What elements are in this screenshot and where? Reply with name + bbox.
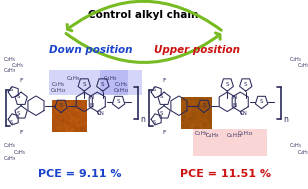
Text: $\mathregular{C_4H_9}$: $\mathregular{C_4H_9}$	[3, 154, 17, 163]
Text: N: N	[233, 95, 237, 100]
Text: S: S	[260, 99, 263, 104]
Text: PCE = 11.51 %: PCE = 11.51 %	[180, 169, 271, 179]
Text: S: S	[117, 99, 120, 104]
Text: Upper position: Upper position	[154, 46, 240, 55]
Text: S: S	[152, 120, 156, 125]
Text: N: N	[233, 103, 237, 108]
Text: S: S	[17, 94, 20, 99]
Text: n: n	[140, 115, 145, 124]
Text: $\mathregular{C_2H_5}$: $\mathregular{C_2H_5}$	[297, 61, 308, 70]
Text: N: N	[90, 95, 94, 100]
Text: n: n	[283, 115, 288, 124]
Text: $\mathregular{C_2H_5}$: $\mathregular{C_2H_5}$	[3, 141, 17, 150]
Text: F: F	[19, 78, 23, 83]
Text: $\mathregular{C_4H_9}$: $\mathregular{C_4H_9}$	[205, 131, 220, 140]
Text: F: F	[162, 130, 166, 136]
Text: $\mathregular{C_4H_9}$: $\mathregular{C_4H_9}$	[297, 148, 308, 157]
Text: S: S	[9, 120, 12, 125]
Text: F: F	[19, 130, 23, 136]
Text: F: F	[162, 78, 166, 83]
Text: $\mathregular{C_6H_{13}}$: $\mathregular{C_6H_{13}}$	[226, 131, 243, 140]
Text: $\mathregular{C_8H_{13}}$: $\mathregular{C_8H_{13}}$	[50, 86, 67, 95]
Text: $\mathregular{C_8H_{13}}$: $\mathregular{C_8H_{13}}$	[113, 86, 130, 95]
Text: Control alkyl chain: Control alkyl chain	[88, 10, 199, 20]
Text: $\mathregular{C_4H_9}$: $\mathregular{C_4H_9}$	[66, 74, 80, 83]
Text: CN: CN	[240, 111, 248, 116]
Text: CN: CN	[97, 111, 105, 116]
Text: Down position: Down position	[49, 46, 132, 55]
Text: $\mathregular{C_2H_5}$: $\mathregular{C_2H_5}$	[114, 80, 128, 89]
Text: $\mathregular{C_4H_9}$: $\mathregular{C_4H_9}$	[3, 66, 17, 75]
Text: S: S	[160, 94, 163, 99]
Bar	[49, 70, 128, 95]
Text: S: S	[160, 111, 163, 116]
Text: S: S	[83, 82, 86, 87]
Text: $\mathregular{C_2H_5}$: $\mathregular{C_2H_5}$	[13, 148, 26, 157]
Text: $\mathregular{C_2H_5}$: $\mathregular{C_2H_5}$	[3, 56, 17, 64]
Text: $\mathregular{C_2H_5}$: $\mathregular{C_2H_5}$	[194, 129, 208, 138]
Text: S: S	[17, 111, 20, 116]
Text: S: S	[59, 103, 63, 108]
Text: N: N	[90, 103, 94, 108]
Text: $\mathregular{C_2H_5}$: $\mathregular{C_2H_5}$	[11, 61, 24, 70]
Text: S: S	[202, 103, 206, 108]
Text: $\mathregular{C_2H_5}$: $\mathregular{C_2H_5}$	[289, 56, 302, 64]
Text: $\mathregular{C_4H_9}$: $\mathregular{C_4H_9}$	[103, 74, 117, 83]
Text: S: S	[101, 82, 105, 87]
Bar	[100, 70, 142, 95]
Text: PCE = 9.11 %: PCE = 9.11 %	[38, 169, 121, 179]
Bar	[193, 129, 267, 156]
Text: S: S	[225, 82, 229, 87]
Text: S: S	[152, 87, 156, 92]
Text: $\mathregular{C_2H_5}$: $\mathregular{C_2H_5}$	[51, 80, 65, 89]
Text: S: S	[9, 87, 12, 92]
Text: $\mathregular{C_2H_5}$: $\mathregular{C_2H_5}$	[289, 141, 302, 150]
Text: S: S	[244, 82, 248, 87]
Text: $\mathregular{C_6H_{13}}$: $\mathregular{C_6H_{13}}$	[237, 129, 254, 138]
